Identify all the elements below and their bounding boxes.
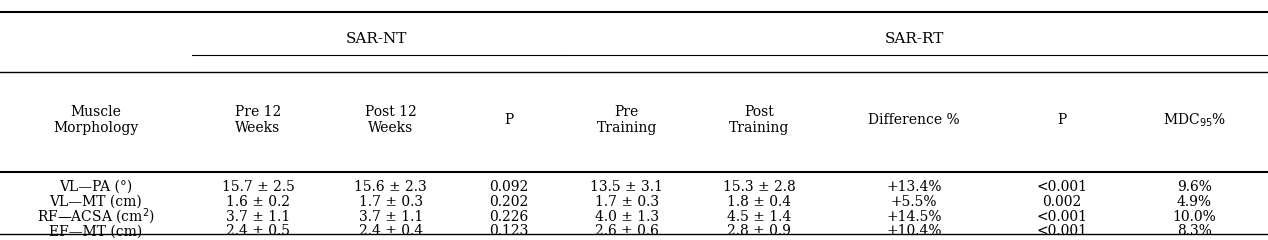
Text: 1.6 ± 0.2: 1.6 ± 0.2 <box>226 195 290 209</box>
Text: 2.4 ± 0.4: 2.4 ± 0.4 <box>359 224 422 239</box>
Text: SAR-NT: SAR-NT <box>345 32 407 46</box>
Text: Muscle
Morphology: Muscle Morphology <box>53 105 138 135</box>
Text: <0.001: <0.001 <box>1036 180 1087 194</box>
Text: 2.4 ± 0.5: 2.4 ± 0.5 <box>226 224 290 239</box>
Text: Post 12
Weeks: Post 12 Weeks <box>365 105 417 135</box>
Text: Pre
Training: Pre Training <box>596 105 657 135</box>
Text: 2.8 ± 0.9: 2.8 ± 0.9 <box>728 224 791 239</box>
Text: 3.7 ± 1.1: 3.7 ± 1.1 <box>226 210 290 224</box>
Text: <0.001: <0.001 <box>1036 224 1087 239</box>
Text: 4.5 ± 1.4: 4.5 ± 1.4 <box>728 210 791 224</box>
Text: 0.123: 0.123 <box>489 224 529 239</box>
Text: 1.7 ± 0.3: 1.7 ± 0.3 <box>595 195 658 209</box>
Text: 15.3 ± 2.8: 15.3 ± 2.8 <box>723 180 796 194</box>
Text: Post
Training: Post Training <box>729 105 790 135</box>
Text: 0.002: 0.002 <box>1042 195 1082 209</box>
Text: +13.4%: +13.4% <box>886 180 942 194</box>
Text: 0.202: 0.202 <box>489 195 529 209</box>
Text: 1.8 ± 0.4: 1.8 ± 0.4 <box>728 195 791 209</box>
Text: Pre 12
Weeks: Pre 12 Weeks <box>235 105 281 135</box>
Text: 2.6 ± 0.6: 2.6 ± 0.6 <box>595 224 658 239</box>
Text: VL—PA (°): VL—PA (°) <box>60 180 132 194</box>
Text: 1.7 ± 0.3: 1.7 ± 0.3 <box>359 195 422 209</box>
Text: RF—ACSA (cm$^2$): RF—ACSA (cm$^2$) <box>37 207 155 227</box>
Text: 13.5 ± 3.1: 13.5 ± 3.1 <box>590 180 663 194</box>
Text: 3.7 ± 1.1: 3.7 ± 1.1 <box>359 210 422 224</box>
Text: 8.3%: 8.3% <box>1177 224 1212 239</box>
Text: 15.7 ± 2.5: 15.7 ± 2.5 <box>222 180 294 194</box>
Text: MDC$_{95}$%: MDC$_{95}$% <box>1163 112 1226 129</box>
Text: 4.9%: 4.9% <box>1177 195 1212 209</box>
Text: 4.0 ± 1.3: 4.0 ± 1.3 <box>595 210 658 224</box>
Text: 0.092: 0.092 <box>489 180 529 194</box>
Text: P: P <box>1058 113 1066 127</box>
Text: P: P <box>505 113 514 127</box>
Text: 9.6%: 9.6% <box>1177 180 1212 194</box>
Text: 15.6 ± 2.3: 15.6 ± 2.3 <box>354 180 427 194</box>
Text: 0.226: 0.226 <box>489 210 529 224</box>
Text: +14.5%: +14.5% <box>886 210 942 224</box>
Text: +10.4%: +10.4% <box>886 224 942 239</box>
Text: 10.0%: 10.0% <box>1173 210 1216 224</box>
Text: VL—MT (cm): VL—MT (cm) <box>49 195 142 209</box>
Text: +5.5%: +5.5% <box>891 195 937 209</box>
Text: EF—MT (cm): EF—MT (cm) <box>49 224 142 239</box>
Text: SAR-RT: SAR-RT <box>885 32 943 46</box>
Text: <0.001: <0.001 <box>1036 210 1087 224</box>
Text: Difference %: Difference % <box>869 113 960 127</box>
